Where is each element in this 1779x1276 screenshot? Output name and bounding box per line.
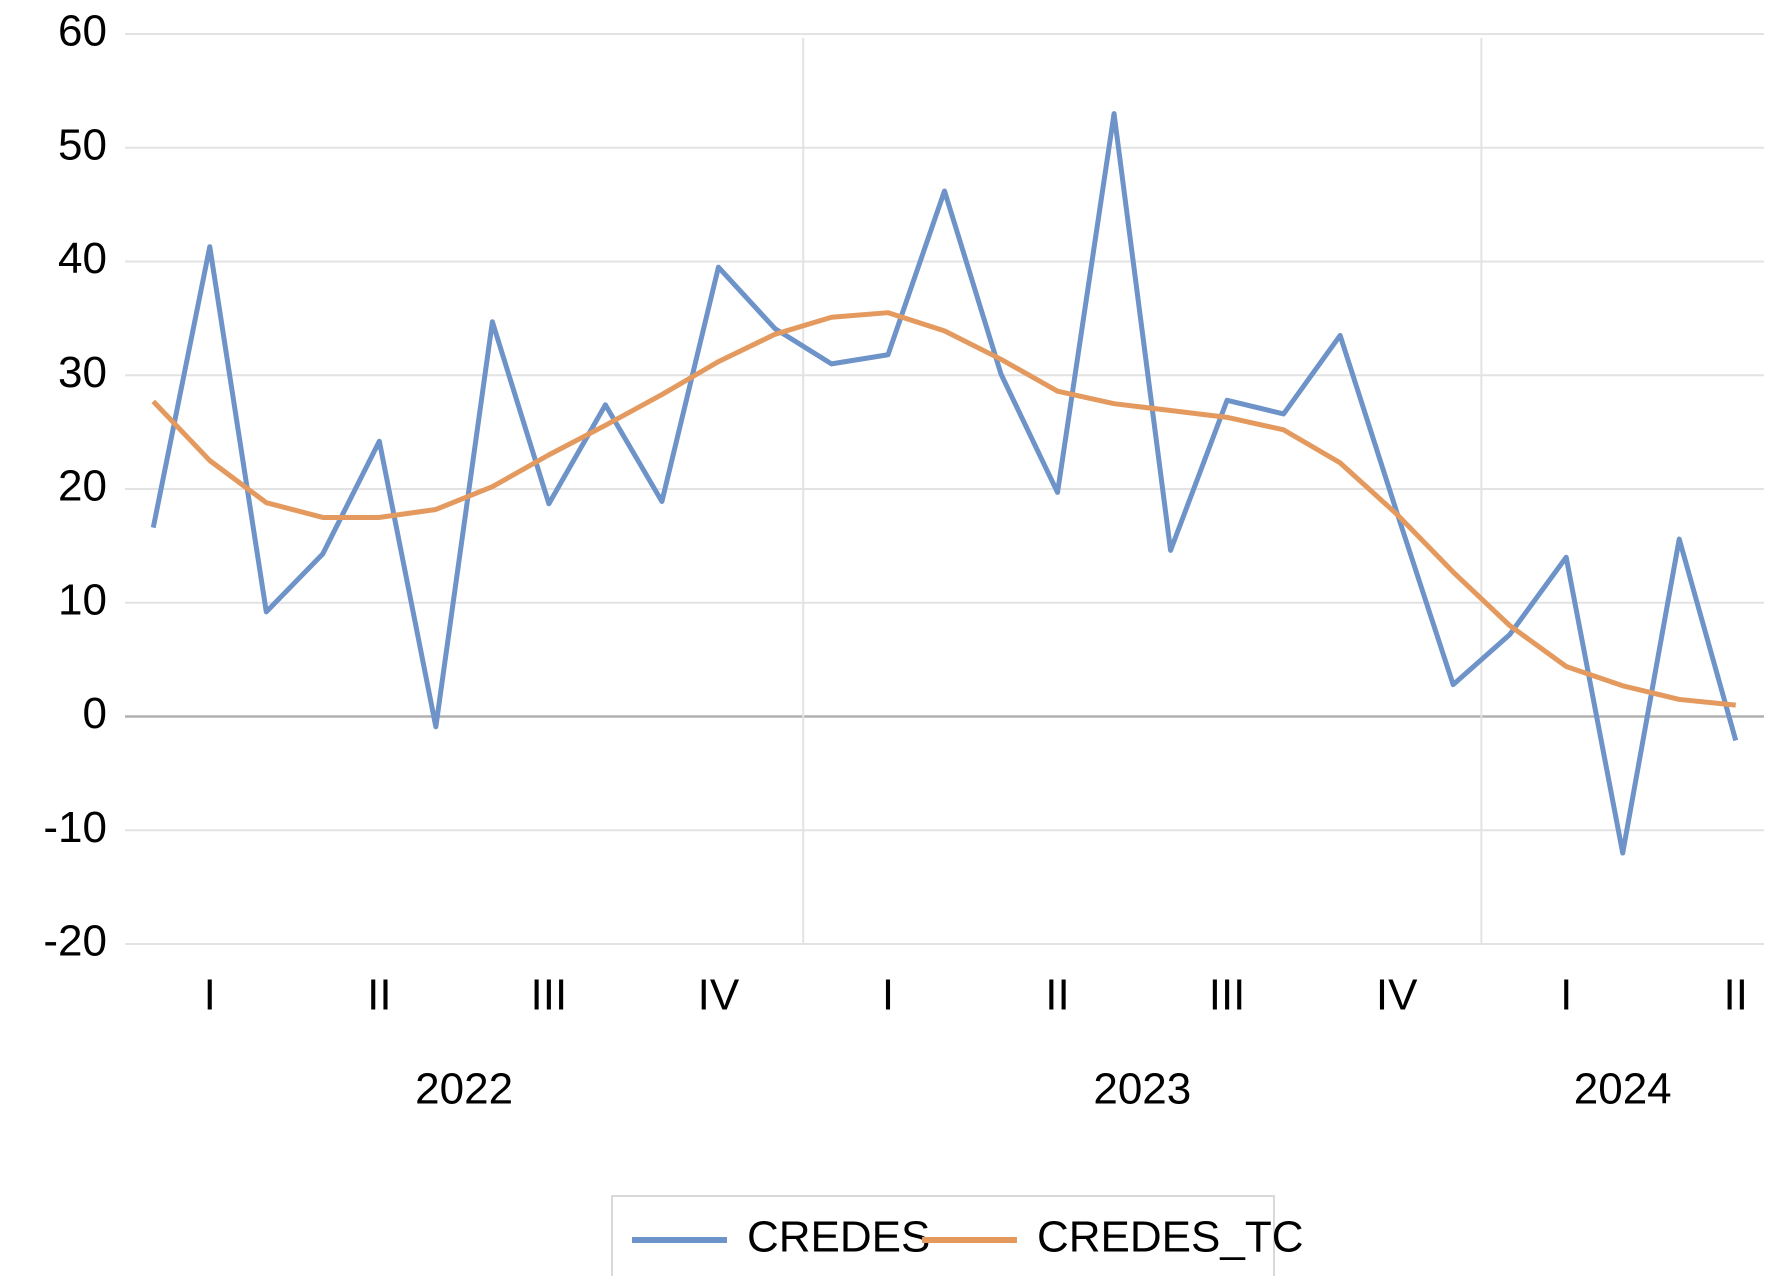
y-tick-label: 20 [58,462,107,511]
x-tick-label: I [204,971,216,1020]
legend-label: CREDES_TC [1037,1213,1304,1262]
x-tick-label: I [882,971,894,1020]
y-tick-label: 30 [58,348,107,397]
x-tick-label: III [1209,971,1246,1020]
year-label: 2022 [415,1065,513,1114]
x-tick-label: IV [1376,971,1418,1020]
legend-label: CREDES [747,1213,930,1262]
x-tick-label: III [531,971,568,1020]
y-tick-label: 40 [58,234,107,283]
legend-box [611,1195,1275,1276]
y-tick-label: -20 [43,917,107,966]
x-tick-label: II [1045,971,1069,1020]
x-tick-label: IV [698,971,740,1020]
y-tick-label: 0 [83,689,107,738]
year-label: 2024 [1574,1065,1672,1114]
x-tick-label: I [1560,971,1572,1020]
y-tick-label: 10 [58,575,107,624]
year-label: 2023 [1093,1065,1191,1114]
x-tick-label: II [1724,971,1748,1020]
line-series [150,111,1739,856]
y-tick-label: 50 [58,120,107,169]
y-tick-label: 60 [58,7,107,56]
x-tick-label: II [367,971,391,1020]
legend: CREDES CREDES_TC [611,1195,1304,1276]
line-series [151,310,1736,708]
y-tick-label: -10 [43,803,107,852]
